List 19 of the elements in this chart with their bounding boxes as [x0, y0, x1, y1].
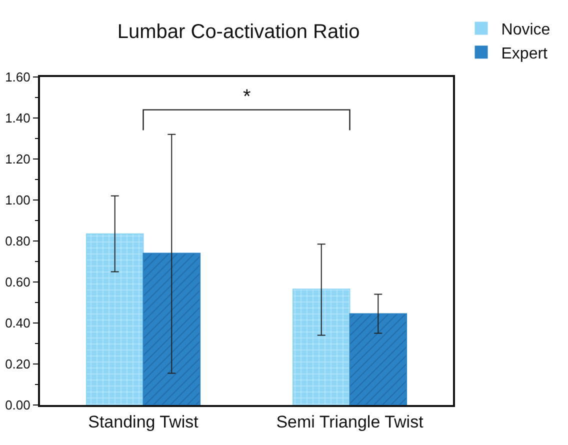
annotation: *: [243, 86, 251, 108]
y-tick-label: 1.00: [5, 192, 30, 208]
y-tick-label: 0.80: [5, 234, 30, 249]
x-tick-label: Semi Triangle Twist: [276, 412, 424, 432]
y-tick-label: 1.20: [5, 152, 30, 167]
y-tick-label: 1.40: [5, 110, 30, 126]
bar: [292, 288, 350, 405]
text: Novice: [501, 22, 550, 39]
bar: [86, 233, 144, 405]
y-tick-label: 1.60: [5, 70, 30, 85]
text: Expert: [501, 45, 548, 62]
bar: [142, 252, 201, 405]
x-tick-label: Standing Twist: [88, 412, 199, 432]
y-tick-label: 0.20: [5, 356, 30, 372]
y-tick-label: 0.40: [5, 316, 30, 331]
y-tick-label: 0.00: [5, 398, 30, 413]
bar: [349, 313, 408, 405]
chart-title: Lumbar Co-activation Ratio: [117, 21, 360, 44]
y-tick-label: 0.60: [5, 274, 30, 290]
